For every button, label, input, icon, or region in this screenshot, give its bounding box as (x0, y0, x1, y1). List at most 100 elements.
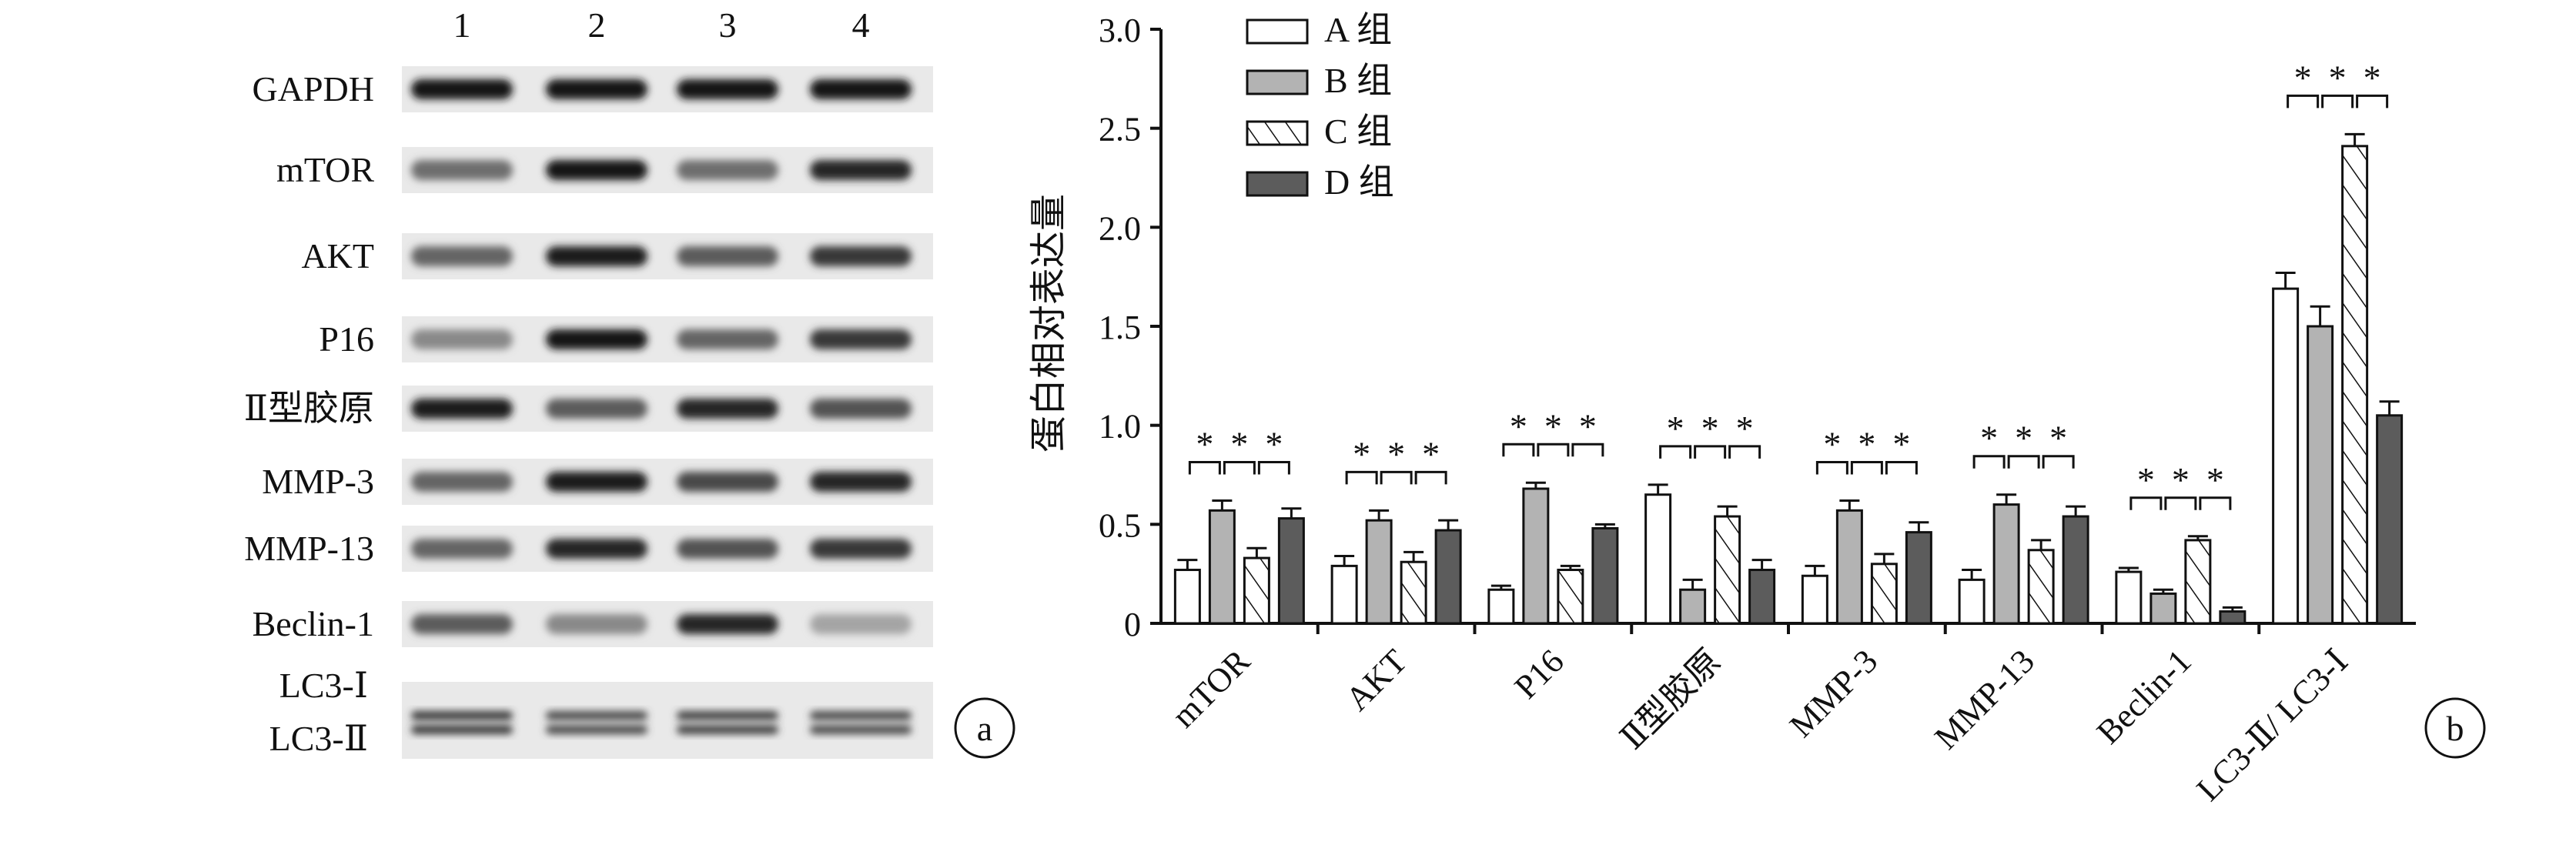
blot-band (677, 539, 778, 559)
blot-band (411, 160, 513, 180)
significance-bracket (1257, 460, 1290, 475)
bar (1277, 517, 1305, 625)
legend-swatch (1246, 18, 1309, 45)
blot-band (810, 399, 912, 419)
significance-star: * (1422, 434, 1440, 473)
significance-star: * (1701, 409, 1719, 448)
bar (1522, 487, 1550, 625)
legend: A 组 B 组 C 组 D 组 (1246, 10, 1394, 202)
blot-band (677, 79, 778, 99)
x-category-label: LC3-Ⅱ/ LC3-Ⅰ (2190, 642, 2356, 808)
legend-label: A 组 (1324, 10, 1392, 49)
blot-band (677, 160, 778, 180)
blot-row: MMP-13 (244, 526, 933, 572)
bar (1208, 509, 1236, 625)
row-label: LC3-Ⅱ (269, 719, 368, 758)
row-label: MMP-3 (262, 462, 374, 501)
blot-band (546, 329, 647, 349)
blot-band (546, 160, 647, 180)
blot-band (810, 160, 912, 180)
x-category-label: AKT (1338, 642, 1414, 718)
row-label: GAPDH (253, 69, 374, 109)
significance-bracket (1188, 460, 1221, 475)
significance-star: * (2329, 58, 2347, 97)
significance-star: * (1823, 424, 1841, 463)
row-label: AKT (301, 236, 374, 276)
bar (1992, 503, 2020, 625)
bars (1173, 132, 2404, 625)
significance-star: * (1196, 424, 1213, 463)
x-category-label: P16 (1507, 642, 1571, 706)
significance-bracket (1694, 445, 1727, 459)
legend-swatch (1246, 69, 1309, 95)
blot-band (546, 711, 647, 720)
significance-bracket (2287, 94, 2320, 109)
bar (2376, 414, 2404, 625)
bar (1748, 569, 1776, 625)
blot-band (677, 725, 778, 734)
significance-star: * (1353, 434, 1370, 473)
legend-label: C 组 (1324, 112, 1392, 151)
x-axis: mTOR AKT P16 Ⅱ型胶原 MMP-3 MMP-13 Beclin-1LC3-Ⅱ/ … (1161, 622, 2416, 808)
blot-band (810, 246, 912, 266)
y-tick-label: 1.5 (1099, 309, 1141, 346)
row-label: Beclin-1 (253, 604, 374, 643)
significance-bracket (2356, 94, 2389, 109)
blot-band (677, 399, 778, 419)
significance-bracket (1972, 455, 2006, 469)
legend-label: D 组 (1324, 162, 1394, 202)
significance-bracket (2321, 94, 2354, 109)
row-label: Ⅱ型胶原 (244, 389, 374, 428)
significance-bracket (1537, 443, 1570, 457)
bar (1365, 519, 1393, 625)
bar (1801, 574, 1828, 625)
blot-rows: GAPDH mTOR AKT P16 Ⅱ型胶原 MMP-3 MMP-13 Beclin-1 LC… (244, 66, 933, 759)
bar (1958, 578, 1986, 625)
bar (1835, 509, 1863, 625)
x-category-label: Ⅱ型胶原 (1613, 642, 1728, 756)
bar (1330, 564, 1358, 625)
significance-bracket (2042, 455, 2075, 469)
legend-swatch (1246, 171, 1309, 197)
significance-star: * (1544, 406, 1562, 446)
significance-star: * (2137, 460, 2155, 499)
blot-row: AKT (301, 233, 933, 279)
blot-row: Ⅱ型胶原 (244, 386, 933, 432)
blot-band (810, 711, 912, 720)
y-axis-title: 蛋白相对表达量 (1029, 194, 1069, 453)
significance-star: * (1736, 409, 1754, 448)
bar (2149, 592, 2177, 625)
significance-bracket (1571, 443, 1604, 457)
bar (2219, 610, 2246, 625)
bar (2272, 287, 2300, 625)
significance-star: * (2294, 58, 2312, 97)
significance-star: * (1858, 424, 1875, 463)
panel-b-letter-text: b (2447, 709, 2464, 748)
significance-bracket (1885, 460, 1918, 475)
bar (2115, 570, 2143, 625)
lane-numbers: 1 2 3 4 (453, 5, 870, 45)
y-tick-label: 0.5 (1099, 506, 1141, 544)
significance-bracket (1414, 470, 1447, 485)
blot-band (810, 329, 912, 349)
bar (1557, 569, 1584, 625)
significance-star: * (2172, 460, 2190, 499)
blot-band (411, 614, 513, 634)
bar (1400, 560, 1427, 625)
blot-band (411, 246, 513, 266)
x-category-label: MMP-3 (1782, 642, 1885, 744)
significance-star: * (2206, 460, 2224, 499)
significance-bracket (1815, 460, 1848, 475)
row-label: LC3-Ⅰ (279, 666, 368, 705)
blot-band (411, 725, 513, 734)
blot-band (810, 539, 912, 559)
blot-row: Beclin-1 (253, 601, 933, 647)
blot-band (810, 79, 912, 99)
significance-bracket (1502, 443, 1535, 457)
blot-band (546, 399, 647, 419)
blot-row: P16 (319, 316, 933, 362)
bar (1591, 526, 1619, 625)
panel-b-letter: b (2424, 697, 2486, 759)
significance-bracket (2164, 496, 2197, 510)
significance-bracket (1223, 460, 1256, 475)
